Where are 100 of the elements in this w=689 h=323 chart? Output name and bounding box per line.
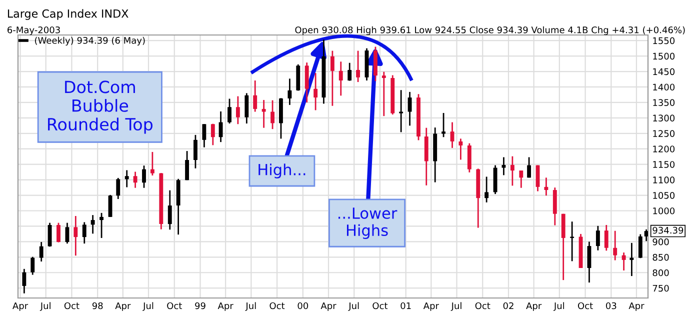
x-tick-label: Apr — [320, 302, 336, 311]
candlestick — [442, 112, 446, 138]
candlestick — [552, 186, 557, 226]
x-tick-label: Apr — [628, 302, 644, 311]
candlestick — [644, 228, 648, 242]
x-tick-label: 98 — [92, 302, 103, 310]
x-tick-label: Oct — [475, 302, 490, 310]
y-tick-label: 1100 — [653, 176, 675, 184]
candlestick — [450, 122, 454, 149]
x-tick-label: Oct — [64, 302, 80, 310]
candlestick — [168, 190, 172, 230]
candlestick — [544, 176, 548, 196]
x-tick-label: Oct — [578, 302, 593, 310]
candlestick — [408, 91, 412, 126]
candlestick — [90, 214, 95, 234]
candlestick — [613, 230, 618, 261]
y-tick-label: 1400 — [653, 84, 675, 91]
annotation: High... — [258, 164, 306, 178]
y-tick-label: 1550 — [653, 37, 675, 44]
candlestick — [56, 222, 60, 243]
x-tick-label: Apr — [218, 302, 234, 311]
x-tick-label: 00 — [298, 302, 308, 310]
candlestick — [244, 92, 249, 124]
candlestick — [330, 50, 334, 107]
x-tick-label: Oct — [167, 302, 182, 310]
x-tick-label: Oct — [270, 302, 285, 310]
x-tick-label: 02 — [503, 302, 514, 310]
candlestick — [194, 134, 198, 170]
x-tick-label: Jul — [553, 302, 564, 311]
candlestick — [348, 62, 352, 82]
candlestick — [218, 110, 223, 143]
y-tick-label: 1300 — [653, 114, 675, 122]
candlestick — [142, 164, 146, 189]
candlestick — [630, 242, 634, 277]
y-tick-label: 850 — [652, 254, 669, 261]
y-tick-label: 1200 — [653, 146, 675, 152]
candlestick — [304, 62, 309, 104]
candlestick — [253, 80, 258, 112]
candlestick — [228, 98, 232, 124]
candlestick — [570, 220, 574, 262]
x-tick-label: Apr — [526, 302, 542, 311]
candlestick — [356, 50, 360, 83]
candlestick — [116, 177, 120, 200]
y-tick-label: 1000 — [653, 207, 675, 214]
candlestick — [65, 222, 70, 244]
legend-label: (Weekly) 934.39 (6 May) — [35, 36, 145, 46]
annotation: 934.39 — [652, 226, 684, 234]
candlestick — [484, 176, 489, 204]
y-tick-label: 1050 — [653, 192, 675, 199]
candlestick — [185, 150, 189, 181]
y-tick-label: 1250 — [653, 130, 675, 137]
candlestick — [262, 99, 266, 129]
candlestick — [74, 215, 78, 256]
y-tick-label: 800 — [652, 269, 669, 276]
candlestick — [210, 123, 215, 146]
candlestick — [150, 151, 154, 176]
x-tick-label: Jul — [40, 302, 50, 311]
x-tick-label: Apr — [12, 302, 28, 311]
x-tick-label: Apr — [115, 302, 131, 311]
chart-subtitle: 6-May-2003 — [8, 26, 60, 36]
candlestick — [288, 78, 292, 106]
candlestick — [22, 268, 26, 294]
candlestick — [604, 224, 608, 252]
candlestick — [596, 225, 600, 252]
x-tick-label: Oct — [372, 302, 388, 310]
candlestick — [124, 170, 129, 188]
candlestick — [622, 252, 626, 272]
chart-title: Large Cap Index INDX — [8, 9, 128, 20]
candlestick — [100, 212, 104, 239]
x-tick-label: Jul — [450, 302, 462, 311]
x-tick-label: 99 — [195, 302, 206, 310]
candlestick — [527, 156, 531, 178]
annotation: Dot.Com Bubble Rounded Top — [48, 80, 152, 134]
x-tick-label: Jul — [348, 302, 359, 311]
y-tick-label: 1150 — [653, 161, 675, 168]
candlestick — [467, 142, 472, 174]
candlestick — [338, 60, 343, 96]
y-tick-label: 1450 — [653, 68, 675, 76]
y-tick-label: 1350 — [653, 99, 675, 106]
x-tick-label: Apr — [423, 302, 439, 311]
candlestick — [39, 241, 44, 262]
y-tick-label: 750 — [652, 284, 669, 292]
candlestick — [48, 222, 52, 248]
candlestick — [510, 156, 514, 186]
x-tick-label: Jul — [245, 302, 256, 311]
y-tick-label: 900 — [652, 238, 669, 246]
annotation: Open 930.08 High 939.61 Low 924.55 Close 934.39 Volume 4.1B Chg +4.31 (+0.46%) — [295, 26, 685, 36]
candlestick — [202, 123, 206, 148]
candlestick — [82, 222, 86, 244]
candlestick — [30, 256, 35, 276]
candlestick — [399, 89, 404, 133]
candlestick — [236, 96, 240, 125]
candlestick — [382, 71, 386, 117]
candlestick — [314, 72, 318, 111]
candlestick — [458, 138, 463, 160]
candlestick — [270, 100, 274, 130]
candlestick — [108, 194, 112, 218]
candlestick — [133, 171, 138, 189]
x-tick-label: 03 — [606, 302, 616, 310]
candlestick — [638, 234, 642, 259]
